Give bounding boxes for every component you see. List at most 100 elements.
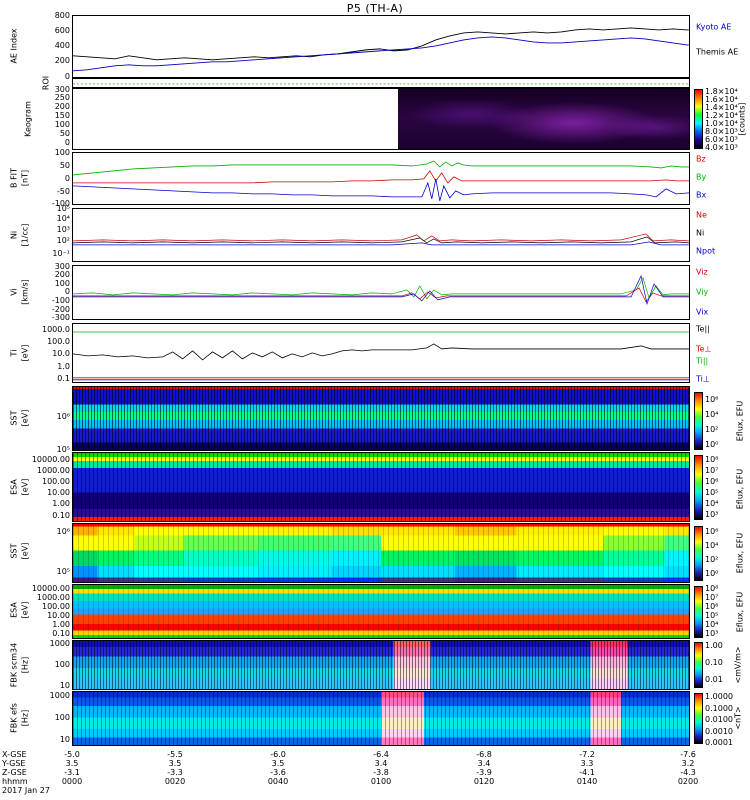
sst-ion-tick-1e5: 10⁵ (56, 445, 70, 454)
esa-electron-spectrogram (73, 585, 689, 638)
sst-el-tick-1e6: 10⁶ (56, 527, 70, 536)
sst-ion-cb-unit: Eflux, EFU (735, 400, 745, 442)
esa-el-cb-tick-2: 10⁶ (705, 602, 719, 611)
ni-tick-1e2: 10² (56, 236, 70, 245)
fbk-efs-cb-tick-3: 0.0010 (705, 727, 733, 736)
fbk-efs-tick-100: 100 (54, 713, 70, 722)
keogram-cb-tick-4: 1.0×10⁴ (705, 119, 738, 128)
esa-el-cb-tick-3: 10⁵ (705, 611, 719, 620)
keogram-cb-tick-5: 8.0×10³ (705, 127, 738, 136)
xtick-5-hhmm: 0140 (576, 777, 598, 786)
ae-tick-600: 600 (54, 26, 70, 35)
xtick-0-ygse: 3.5 (65, 759, 79, 768)
fbk-efs-tick-1000: 1000 (49, 691, 70, 700)
sst-electron-axis-unit: [eV] (20, 542, 30, 560)
sst-electron-spectrogram (73, 524, 689, 582)
roi-plot (73, 83, 689, 85)
xtick-2-hhmm: 0040 (267, 777, 289, 786)
ae-index-axis-title: AE Index (9, 28, 19, 64)
xtick-1-hhmm: 0020 (164, 777, 186, 786)
esa-el-cb-tick-0: 10⁸ (705, 584, 719, 593)
xtick-0-xgse: -5.0 (64, 750, 80, 759)
esa-el-tick-0p1: 0.10 (52, 629, 70, 638)
ae-tick-400: 400 (54, 41, 70, 50)
fbk-efs-cb-unit: <nT> (733, 706, 743, 730)
xtick-3-xgse: -6.4 (373, 750, 389, 759)
sst-ion-tick-1e6: 10⁶ (56, 412, 70, 421)
esa-el-tick-10000: 10000.00 (31, 584, 70, 593)
fbk-scm-tick-10: 10 (59, 681, 70, 690)
vi-tick-neg100: -100 (51, 296, 70, 305)
ti-tick-0p1: 0.1 (57, 374, 70, 383)
vi-tick-200: 200 (54, 270, 70, 279)
sst-el-cb-tick-2: 10² (705, 555, 719, 564)
xtick-1-xgse: -5.5 (167, 750, 183, 759)
density-axis-unit: [1/cc] (20, 223, 30, 247)
esa-ion-cb-tick-5: 10³ (705, 510, 719, 519)
fbk-scm-cb-unit: <mV/m> (733, 646, 743, 684)
esa-el-tick-1000: 1000.00 (36, 593, 70, 602)
esa-ion-tick-0p1: 0.10 (52, 511, 70, 520)
fbk-efs-cb-tick-2: 0.0100 (705, 715, 733, 724)
xtick-4-zgse: -3.9 (476, 768, 492, 777)
fbk-scm34-spectrogram (73, 641, 689, 689)
xtick-4-xgse: -6.8 (476, 750, 492, 759)
panel-esa-electron (72, 584, 690, 639)
ae-tick-0: 0 (64, 72, 70, 81)
esa-ion-cb-tick-1: 10⁷ (705, 466, 719, 475)
legend-ti-perp: Ti⊥ (696, 374, 710, 384)
ti-tick-10: 10.0 (52, 349, 70, 358)
xtick-2-zgse: -3.6 (270, 768, 286, 777)
esa-ion-tick-10: 10.00 (47, 488, 70, 497)
legend-by: By (696, 172, 707, 182)
panel-temperature (72, 323, 690, 383)
ae-tick-800: 800 (54, 11, 70, 20)
keogram-cb-tick-7: 4.0×10³ (705, 143, 738, 152)
esa-el-cb-tick-4: 10⁴ (705, 620, 719, 629)
legend-ni: Ni (696, 228, 705, 238)
sst-ion-spectrogram (73, 387, 689, 450)
xtick-3-hhmm: 0100 (370, 777, 392, 786)
keogram-colorbar (694, 89, 703, 149)
esa-ion-cb-tick-0: 10⁸ (705, 455, 719, 464)
esa-el-tick-10: 10.00 (47, 611, 70, 620)
esa-ion-tick-100: 100.00 (42, 477, 70, 486)
panel-fbk-efs (72, 691, 690, 746)
esa-ion-tick-10000: 10000.00 (31, 455, 70, 464)
esa-el-tick-1: 1.00 (52, 620, 70, 629)
keogram-tick-200: 200 (54, 102, 70, 111)
ae-tick-200: 200 (54, 56, 70, 65)
esa-el-cb-tick-1: 10⁷ (705, 593, 719, 602)
sst-ion-cb-tick-3: 10⁰ (705, 440, 719, 449)
panel-fbk-scm34 (72, 640, 690, 690)
sst-el-cb-tick-3: 10⁰ (705, 569, 719, 578)
sst-ion-axis-title: SST (9, 410, 19, 426)
legend-bx: Bx (696, 190, 707, 200)
vi-tick-0: 0 (64, 287, 70, 296)
ti-tick-100: 100.0 (47, 337, 70, 346)
fbk-efs-colorbar (694, 693, 703, 744)
panel-sst-electron (72, 523, 690, 583)
b-fit-axis-title: B FIT (9, 168, 19, 188)
legend-npot: Npot (696, 246, 716, 256)
sst-el-cb-unit: Eflux, EFU (735, 532, 745, 574)
velocity-axis-unit: [km/s] (20, 279, 30, 305)
fbk-scm34-axis-title: FBK scm34 (9, 642, 19, 688)
xaxis-label-x-gse: X-GSE (2, 750, 27, 759)
bfit-tick-100: 100 (54, 148, 70, 157)
panel-velocity (72, 265, 690, 320)
legend-themis-ae: Themis AE (696, 47, 739, 57)
keogram-tick-0: 0 (64, 138, 70, 147)
panel-roi-strip (72, 78, 690, 88)
sst-ion-colorbar (694, 392, 703, 450)
xtick-0-hhmm: 0000 (61, 777, 83, 786)
xtick-5-zgse: -4.1 (579, 768, 595, 777)
fbk-scm-tick-1000: 1000 (49, 639, 70, 648)
esa-ion-cb-tick-4: 10⁴ (705, 499, 719, 508)
legend-te-perp: Te⊥ (696, 344, 712, 354)
ni-tick-1eneg1: 10⁻¹ (52, 249, 70, 258)
ni-tick-1e4: 10⁴ (56, 214, 70, 223)
panel-b-fit (72, 152, 690, 205)
fbk-scm-cb-tick-1: 0.10 (705, 658, 723, 667)
sst-el-cb-tick-0: 10⁶ (705, 527, 719, 536)
